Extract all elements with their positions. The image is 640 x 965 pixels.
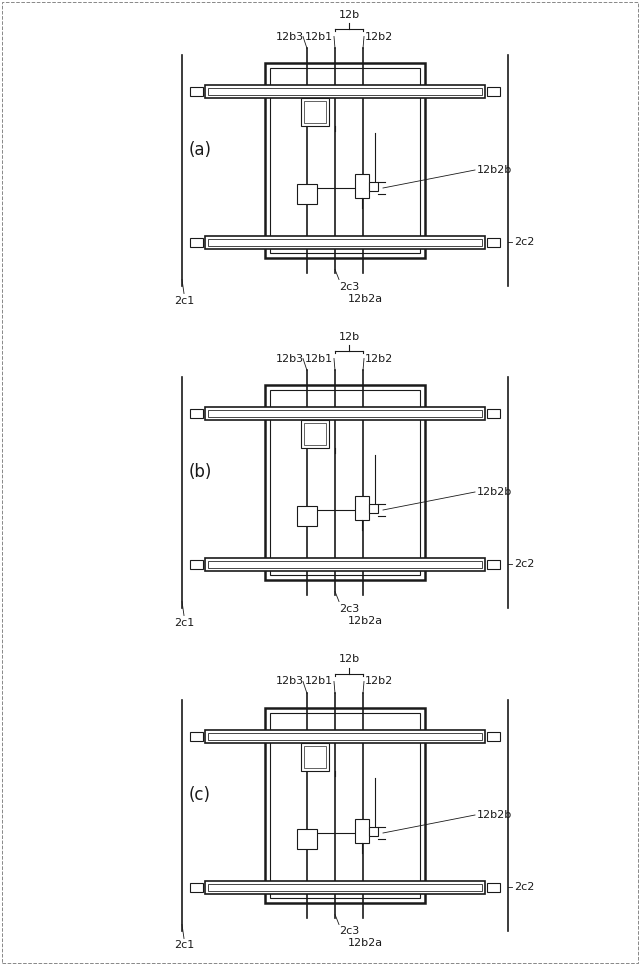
Text: 12b3: 12b3 <box>276 676 304 686</box>
Text: 12b1: 12b1 <box>305 353 333 364</box>
Bar <box>208 732 482 739</box>
Text: (c): (c) <box>189 786 211 804</box>
Bar <box>487 731 500 740</box>
Bar <box>205 85 485 97</box>
Text: 12b2b: 12b2b <box>477 810 512 820</box>
Text: 2c1: 2c1 <box>174 295 194 306</box>
Bar <box>355 819 369 843</box>
Bar <box>369 827 378 836</box>
Bar <box>487 87 500 96</box>
Text: 2c3: 2c3 <box>339 926 359 936</box>
Text: 12b: 12b <box>339 10 360 19</box>
Bar <box>208 884 482 891</box>
Text: 2c2: 2c2 <box>514 559 534 569</box>
Bar <box>208 561 482 567</box>
Bar <box>208 88 482 95</box>
Bar <box>297 506 317 526</box>
Text: 12b3: 12b3 <box>276 353 304 364</box>
Bar <box>205 730 485 742</box>
Bar <box>205 235 485 249</box>
Text: 12b: 12b <box>339 654 360 665</box>
Bar <box>304 746 326 768</box>
Bar <box>270 712 420 897</box>
Bar <box>487 883 500 892</box>
Bar <box>208 409 482 417</box>
Text: 12b2: 12b2 <box>365 676 393 686</box>
Text: 12b1: 12b1 <box>305 32 333 41</box>
Text: 2c1: 2c1 <box>174 618 194 627</box>
Text: 12b3: 12b3 <box>276 32 304 41</box>
Bar <box>205 558 485 570</box>
Bar <box>304 101 326 123</box>
Bar <box>270 68 420 253</box>
Bar <box>190 560 203 568</box>
Bar <box>190 237 203 246</box>
Bar <box>301 98 329 126</box>
Bar <box>190 731 203 740</box>
Text: 2c1: 2c1 <box>174 941 194 951</box>
Bar <box>270 390 420 574</box>
Bar <box>487 560 500 568</box>
Text: 12b2a: 12b2a <box>348 939 383 949</box>
Text: 12b2b: 12b2b <box>477 165 512 175</box>
Bar <box>355 496 369 520</box>
Text: 12b2a: 12b2a <box>348 293 383 304</box>
Bar <box>355 174 369 198</box>
Bar <box>369 504 378 513</box>
Text: 2c3: 2c3 <box>339 282 359 291</box>
Bar <box>205 880 485 894</box>
Bar <box>265 384 425 580</box>
Bar <box>301 420 329 448</box>
Bar <box>265 707 425 902</box>
Bar <box>487 408 500 418</box>
Bar <box>265 63 425 258</box>
Text: (a): (a) <box>189 141 211 159</box>
Text: 2c2: 2c2 <box>514 882 534 892</box>
Bar <box>297 829 317 849</box>
Bar <box>190 883 203 892</box>
Text: 12b2: 12b2 <box>365 32 393 41</box>
Bar <box>190 87 203 96</box>
Text: 12b2b: 12b2b <box>477 487 512 497</box>
Text: 2c3: 2c3 <box>339 603 359 614</box>
Bar <box>304 423 326 445</box>
Text: 12b: 12b <box>339 332 360 342</box>
Text: 12b2a: 12b2a <box>348 616 383 625</box>
Text: (b): (b) <box>188 463 212 481</box>
Text: 12b1: 12b1 <box>305 676 333 686</box>
Bar <box>205 406 485 420</box>
Text: 12b2: 12b2 <box>365 353 393 364</box>
Bar <box>190 408 203 418</box>
Bar <box>208 238 482 245</box>
Bar <box>369 182 378 191</box>
Bar <box>487 237 500 246</box>
Bar <box>297 184 317 204</box>
Text: 2c2: 2c2 <box>514 237 534 247</box>
Bar <box>301 743 329 771</box>
